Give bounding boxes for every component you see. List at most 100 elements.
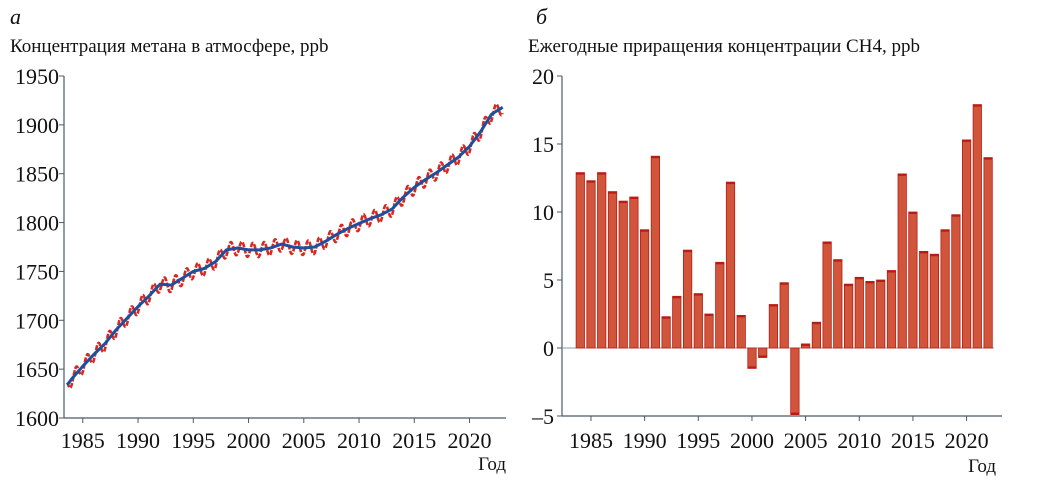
bar-cap-2012 — [876, 280, 885, 282]
x-tick-label: 2005 — [282, 428, 326, 453]
bar-cap-2000 — [747, 366, 757, 369]
y-tick-label: 1850 — [15, 162, 59, 187]
bar-cap-2008 — [833, 259, 842, 262]
x-axis-label: Год — [478, 454, 506, 475]
y-tick-label: 1950 — [15, 64, 59, 89]
bar-1992 — [661, 316, 671, 349]
bar-1993 — [672, 295, 682, 349]
bar-2017 — [929, 253, 940, 349]
y-tick-label: 1900 — [15, 113, 59, 138]
bar-1991 — [650, 155, 661, 349]
bar-1995 — [693, 293, 703, 349]
bar-1989 — [629, 196, 639, 349]
chart-b-title: Ежегодные приращения концентрации CH4, p… — [528, 36, 920, 57]
bar-2013 — [886, 270, 897, 349]
bar-cap-1997 — [715, 262, 724, 265]
bar-cap-1995 — [694, 293, 703, 296]
bar-1985 — [586, 180, 596, 349]
bar-2011 — [865, 280, 875, 349]
bar-cap-1996 — [704, 314, 714, 316]
bar-cap-1998 — [726, 182, 735, 185]
bar-cap-2022 — [983, 157, 993, 160]
bar-cap-2014 — [898, 173, 907, 176]
x-tick-label: 1995 — [171, 428, 215, 453]
bar-cap-2001 — [758, 355, 767, 358]
bar-1996 — [704, 313, 714, 349]
bar-cap-1987 — [608, 191, 617, 194]
y-tick-label: 10 — [532, 200, 554, 225]
y-tick-label: 20 — [532, 64, 554, 89]
bar-2019 — [951, 214, 961, 349]
bar-cap-1991 — [651, 156, 660, 159]
bar-2009 — [844, 283, 854, 349]
bar-2021 — [972, 104, 982, 349]
x-tick-label: 2000 — [730, 428, 774, 453]
x-tick-label: 2015 — [392, 428, 436, 453]
x-tick-label: 1985 — [61, 428, 105, 453]
x-tick-label: 1985 — [569, 428, 613, 453]
bar-cap-1999 — [737, 315, 746, 318]
bar-2003 — [779, 282, 789, 349]
y-tick-label: 1750 — [15, 259, 59, 284]
x-axis-label: Год — [968, 456, 996, 477]
bar-2002 — [768, 304, 779, 349]
x-tick-label: 1995 — [676, 428, 720, 453]
bar-cap-1992 — [661, 316, 671, 319]
bar-cap-2013 — [887, 270, 896, 273]
bar-cap-2010 — [855, 277, 864, 280]
panel-b-label: б — [536, 4, 548, 29]
x-tick-label: 1990 — [623, 428, 667, 453]
bar-cap-2018 — [940, 229, 950, 232]
methane-growth-chart: –5 0 5 10 15 20 1985 1990 1995 2000 2005 2010 2015 20… — [531, 64, 1002, 477]
bar-2020 — [962, 139, 972, 349]
x-tick-label: 2020 — [448, 428, 492, 453]
x-tick-label: 1990 — [116, 428, 160, 453]
bar-cap-2016 — [919, 251, 928, 254]
bar-2010 — [854, 276, 864, 349]
y-tick-label: 1600 — [15, 406, 59, 431]
bar-cap-2005 — [801, 343, 810, 346]
bar-1987 — [607, 191, 618, 349]
bar-cap-1986 — [597, 172, 606, 175]
bar-cap-2011 — [865, 281, 875, 284]
trend-series-line — [66, 106, 504, 386]
y-tick-label: 15 — [532, 132, 554, 157]
y-tick-label: 1700 — [15, 308, 59, 333]
bar-1990 — [640, 229, 650, 349]
bar-cap-2003 — [780, 282, 789, 285]
bar-2008 — [833, 259, 843, 349]
bar-2012 — [876, 279, 886, 349]
bar-cap-2002 — [769, 304, 778, 307]
bar-cap-2020 — [962, 139, 971, 142]
bar-2016 — [919, 250, 929, 349]
bar-cap-1989 — [629, 197, 639, 199]
panel-a-label: а — [10, 4, 21, 29]
y-tick-label: 1650 — [15, 357, 59, 382]
bar-cap-1984 — [576, 172, 585, 175]
x-tick-label: 2010 — [837, 428, 881, 453]
bar-cap-2007 — [822, 241, 832, 244]
bar-1994 — [683, 249, 693, 349]
bar-cap-2017 — [930, 254, 939, 257]
bar-2015 — [908, 211, 918, 349]
bar-2000 — [747, 347, 757, 369]
bar-1997 — [715, 261, 725, 349]
x-tick-label: 2005 — [784, 428, 828, 453]
methane-concentration-chart: 1600 1650 1700 1750 1800 1850 1900 1950 1985 1990… — [15, 64, 506, 475]
x-tick-label: 2015 — [891, 428, 935, 453]
bar-2022 — [983, 157, 993, 349]
bar-cap-1993 — [672, 296, 681, 299]
bar-cap-1985 — [586, 180, 596, 183]
bar-cap-2015 — [908, 212, 918, 214]
bar-cap-2006 — [812, 322, 821, 325]
y-tick-label: 1800 — [15, 211, 59, 236]
y-tick-label: 5 — [543, 268, 554, 293]
y-tick-label: –5 — [531, 404, 554, 429]
bar-1986 — [597, 172, 607, 349]
bar-1988 — [618, 200, 628, 349]
bar-1999 — [736, 314, 746, 349]
chart-a-title: Концентрация метана в атмосфере, ppb — [10, 36, 329, 57]
bar-1998 — [725, 181, 736, 349]
bar-1984 — [575, 172, 585, 349]
